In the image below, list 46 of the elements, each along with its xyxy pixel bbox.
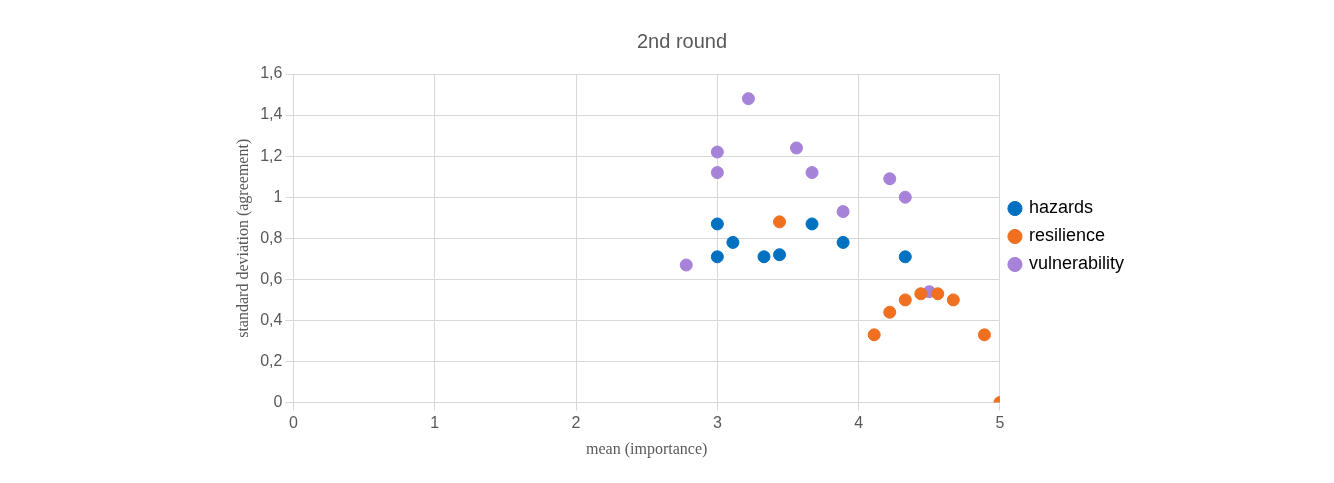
point [773, 215, 787, 229]
point [741, 92, 755, 106]
x-tick-label: 1 [430, 413, 440, 431]
y-tick-label: 0,2 [260, 351, 283, 369]
point [898, 190, 912, 204]
point [836, 235, 850, 249]
point [710, 145, 724, 159]
point [883, 305, 897, 319]
y-tick-label: 0 [273, 393, 283, 411]
point [710, 250, 724, 264]
legend-label: hazards [1028, 197, 1093, 218]
legend-label: vulnerability [1028, 253, 1124, 274]
x-tick-label: 2 [571, 413, 581, 431]
x-axis-title: mean (importance) [586, 439, 708, 458]
x-tick-label: 5 [995, 413, 1005, 431]
point [789, 141, 803, 155]
y-tick-label: 0,8 [260, 228, 283, 246]
chart-title: 2nd round [636, 29, 728, 52]
x-tick-label: 4 [854, 413, 864, 431]
x-tick-label: 0 [288, 413, 298, 431]
point [836, 205, 850, 219]
point [946, 293, 960, 307]
point [710, 166, 724, 180]
point [867, 328, 881, 342]
point [898, 293, 912, 307]
point [805, 166, 819, 180]
y-tick-label: 0,4 [260, 310, 283, 328]
point [931, 287, 945, 301]
point [805, 217, 819, 231]
legend-label: resilience [1028, 225, 1105, 246]
x-tick-label: 3 [712, 413, 722, 431]
point [726, 235, 740, 249]
point [679, 258, 693, 272]
point [883, 172, 897, 186]
point [914, 287, 928, 301]
y-tick-label: 0,6 [260, 269, 283, 287]
point [898, 250, 912, 264]
point [977, 328, 991, 342]
y-axis-title: standard deviation (agreement) [233, 138, 252, 338]
y-tick-label: 1,6 [260, 64, 283, 82]
y-tick-label: 1 [273, 187, 283, 205]
point [773, 248, 787, 262]
y-tick-label: 1,4 [260, 105, 283, 123]
point [710, 217, 724, 231]
y-tick-label: 1,2 [260, 146, 283, 164]
point [757, 250, 771, 264]
